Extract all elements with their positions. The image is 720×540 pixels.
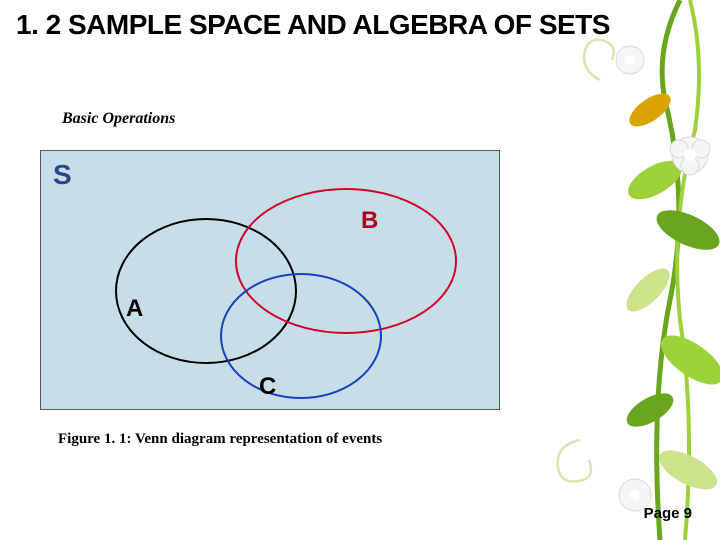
floral-decoration: [520, 0, 720, 540]
label-s: S: [53, 159, 72, 191]
figure-caption: Figure 1. 1: Venn diagram representation…: [58, 430, 418, 449]
page-number: Page 9: [644, 505, 692, 522]
circle-a: [116, 219, 296, 363]
label-b: B: [361, 207, 378, 235]
venn-diagram-box: S A B C: [40, 150, 500, 410]
label-c: C: [259, 373, 276, 401]
venn-svg: [41, 151, 501, 411]
section-title: 1. 2 SAMPLE SPACE AND ALGEBRA OF SETS: [16, 10, 696, 41]
section-subtitle: Basic Operations: [62, 110, 175, 128]
circle-b: [236, 189, 456, 333]
circle-c: [221, 274, 381, 398]
label-a: A: [126, 295, 143, 323]
